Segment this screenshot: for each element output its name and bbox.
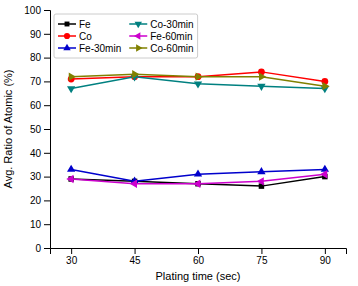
y-tick-label: 30 bbox=[30, 171, 42, 182]
series bbox=[69, 70, 330, 90]
x-tick-label: 30 bbox=[66, 255, 78, 266]
y-tick-mark bbox=[44, 10, 50, 11]
marker bbox=[132, 70, 139, 78]
x-tick: 60 bbox=[193, 248, 205, 266]
y-tick-label: 10 bbox=[30, 219, 42, 230]
x-tick: 90 bbox=[320, 248, 332, 266]
marker bbox=[194, 169, 202, 176]
marker bbox=[67, 86, 75, 93]
y-tick: 50 bbox=[30, 124, 50, 135]
legend-item: Fe-60min bbox=[129, 31, 192, 42]
x-axis: 30 45 60 75 90 bbox=[51, 248, 347, 266]
marker bbox=[259, 72, 266, 80]
y-tick-mark bbox=[44, 81, 50, 82]
y-axis-line bbox=[44, 11, 51, 249]
x-tick-label: 45 bbox=[130, 255, 142, 266]
x-tick-mark bbox=[325, 248, 326, 254]
y-tick-label: 0 bbox=[35, 243, 41, 254]
y-tick: 30 bbox=[30, 171, 50, 182]
legend: FeCoFe-30min Co-30minFe-60minCo-60min bbox=[54, 14, 198, 58]
y-tick-mark bbox=[44, 224, 50, 225]
x-axis-title: Plating time (sec) bbox=[156, 270, 241, 282]
y-tick: 20 bbox=[30, 195, 50, 206]
x-tick: 45 bbox=[130, 248, 142, 266]
series-group bbox=[66, 68, 329, 188]
y-tick-mark bbox=[44, 129, 50, 130]
legend-label: Fe bbox=[79, 19, 91, 30]
legend-box bbox=[54, 14, 198, 58]
y-tick: 70 bbox=[30, 76, 50, 87]
legend-item: Fe bbox=[58, 19, 91, 30]
series bbox=[66, 170, 327, 188]
legend-marker bbox=[65, 22, 70, 27]
y-tick-mark bbox=[44, 105, 50, 106]
legend-label: Co-30min bbox=[150, 19, 193, 30]
x-axis-line bbox=[51, 249, 347, 255]
legend-marker bbox=[64, 33, 70, 39]
y-tick-mark bbox=[44, 177, 50, 178]
legend-item: Co bbox=[58, 31, 92, 42]
y-tick-mark bbox=[44, 58, 50, 59]
legend-marker bbox=[63, 44, 70, 50]
y-tick-label: 90 bbox=[30, 29, 42, 40]
legend-marker bbox=[136, 44, 142, 51]
legend-label: Co-60min bbox=[150, 43, 193, 54]
x-tick-label: 90 bbox=[320, 255, 332, 266]
chart: 30 45 60 75 90 0 10 20 30 40 50 60 70 80 90 100 FeCoFe-3… bbox=[0, 0, 358, 286]
y-tick: 80 bbox=[30, 52, 50, 63]
y-tick: 100 bbox=[24, 5, 50, 16]
marker bbox=[66, 175, 73, 183]
legend-item: Co-60min bbox=[129, 43, 193, 54]
marker bbox=[257, 177, 264, 185]
y-tick: 90 bbox=[30, 29, 50, 40]
legend-item: Co-30min bbox=[129, 19, 193, 30]
x-tick-mark bbox=[135, 248, 136, 254]
y-tick-mark bbox=[44, 153, 50, 154]
y-tick: 0 bbox=[35, 243, 50, 254]
line bbox=[71, 169, 325, 181]
marker bbox=[196, 72, 203, 80]
y-tick-mark bbox=[44, 248, 50, 249]
y-axis-title: Avg. Ratio of Atomic (%) bbox=[2, 69, 14, 188]
y-tick: 40 bbox=[30, 148, 50, 159]
marker bbox=[193, 180, 200, 188]
legend-marker bbox=[135, 22, 142, 28]
x-tick: 75 bbox=[256, 248, 268, 266]
marker bbox=[320, 170, 327, 178]
plot: 30 45 60 75 90 0 10 20 30 40 50 60 70 80 90 100 FeCoFe-3… bbox=[24, 5, 346, 266]
y-tick-label: 80 bbox=[30, 52, 42, 63]
y-tick: 10 bbox=[30, 219, 50, 230]
marker bbox=[67, 165, 75, 172]
series bbox=[67, 165, 329, 184]
y-tick-mark bbox=[44, 200, 50, 201]
y-tick-label: 60 bbox=[30, 100, 42, 111]
marker bbox=[194, 81, 202, 88]
x-tick-mark bbox=[261, 248, 262, 254]
y-tick-label: 100 bbox=[24, 5, 41, 16]
x-tick-mark bbox=[198, 248, 199, 254]
marker bbox=[257, 167, 265, 174]
legend-label: Fe-60min bbox=[150, 31, 192, 42]
legend-label: Fe-30min bbox=[79, 43, 121, 54]
x-tick-label: 60 bbox=[193, 255, 205, 266]
x-tick: 30 bbox=[66, 248, 78, 266]
x-tick-label: 75 bbox=[256, 255, 268, 266]
legend-marker bbox=[134, 32, 140, 39]
y-tick-label: 50 bbox=[30, 124, 42, 135]
marker bbox=[322, 82, 329, 90]
y-tick: 60 bbox=[30, 100, 50, 111]
y-tick-label: 70 bbox=[30, 76, 42, 87]
y-tick-mark bbox=[44, 34, 50, 35]
marker bbox=[257, 84, 265, 91]
y-tick-label: 40 bbox=[30, 148, 42, 159]
y-tick-label: 20 bbox=[30, 195, 42, 206]
legend-label: Co bbox=[79, 31, 92, 42]
y-axis: 0 10 20 30 40 50 60 70 80 90 100 bbox=[24, 5, 50, 254]
legend-item: Fe-30min bbox=[58, 43, 121, 54]
marker bbox=[130, 180, 137, 188]
marker bbox=[321, 165, 329, 172]
x-tick-mark bbox=[71, 248, 72, 254]
marker bbox=[69, 72, 76, 80]
